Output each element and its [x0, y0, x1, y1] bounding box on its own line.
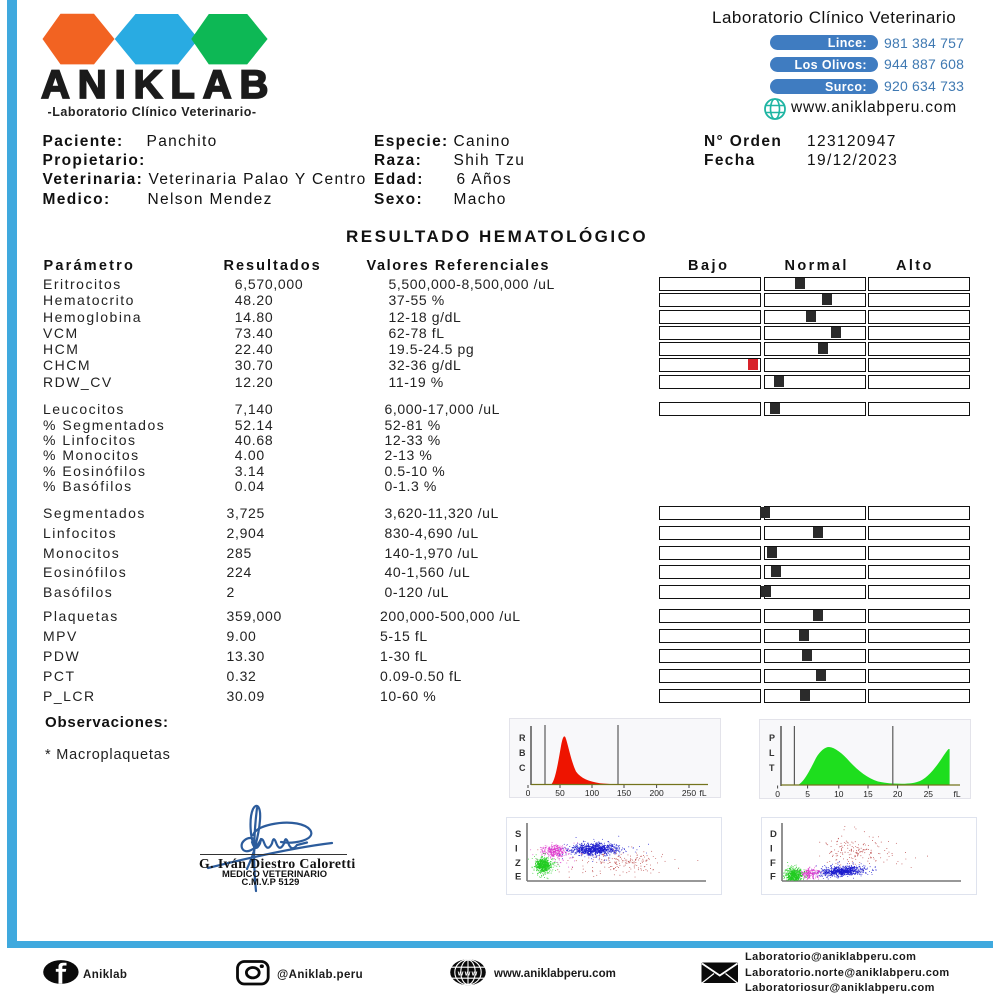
svg-text:P: P	[769, 733, 775, 743]
svg-text:T: T	[769, 763, 775, 773]
svg-text:C: C	[519, 763, 526, 773]
svg-text:100: 100	[585, 788, 599, 797]
svg-text:D: D	[770, 829, 777, 840]
svg-text:0: 0	[526, 788, 531, 797]
svg-text:S: S	[515, 829, 521, 840]
svg-text:50: 50	[555, 788, 565, 797]
svg-text:5: 5	[805, 789, 810, 798]
svg-text:E: E	[515, 872, 521, 883]
svg-text:150: 150	[617, 788, 631, 797]
svg-text:I: I	[770, 844, 773, 855]
svg-text:fL: fL	[953, 789, 960, 798]
svg-text:0: 0	[775, 789, 780, 798]
svg-text:I: I	[515, 844, 518, 855]
svg-text:R: R	[519, 733, 526, 743]
svg-text:F: F	[770, 858, 776, 869]
svg-text:Z: Z	[515, 858, 521, 869]
svg-text:250: 250	[682, 788, 696, 797]
svg-text:10: 10	[834, 789, 844, 798]
svg-text:15: 15	[863, 789, 873, 798]
svg-text:25: 25	[924, 789, 934, 798]
svg-text:www: www	[457, 969, 479, 978]
svg-text:20: 20	[893, 789, 903, 798]
svg-text:fL: fL	[699, 788, 706, 797]
svg-text:L: L	[769, 748, 775, 758]
svg-text:200: 200	[650, 788, 664, 797]
svg-text:F: F	[770, 872, 776, 883]
svg-text:B: B	[519, 748, 526, 758]
